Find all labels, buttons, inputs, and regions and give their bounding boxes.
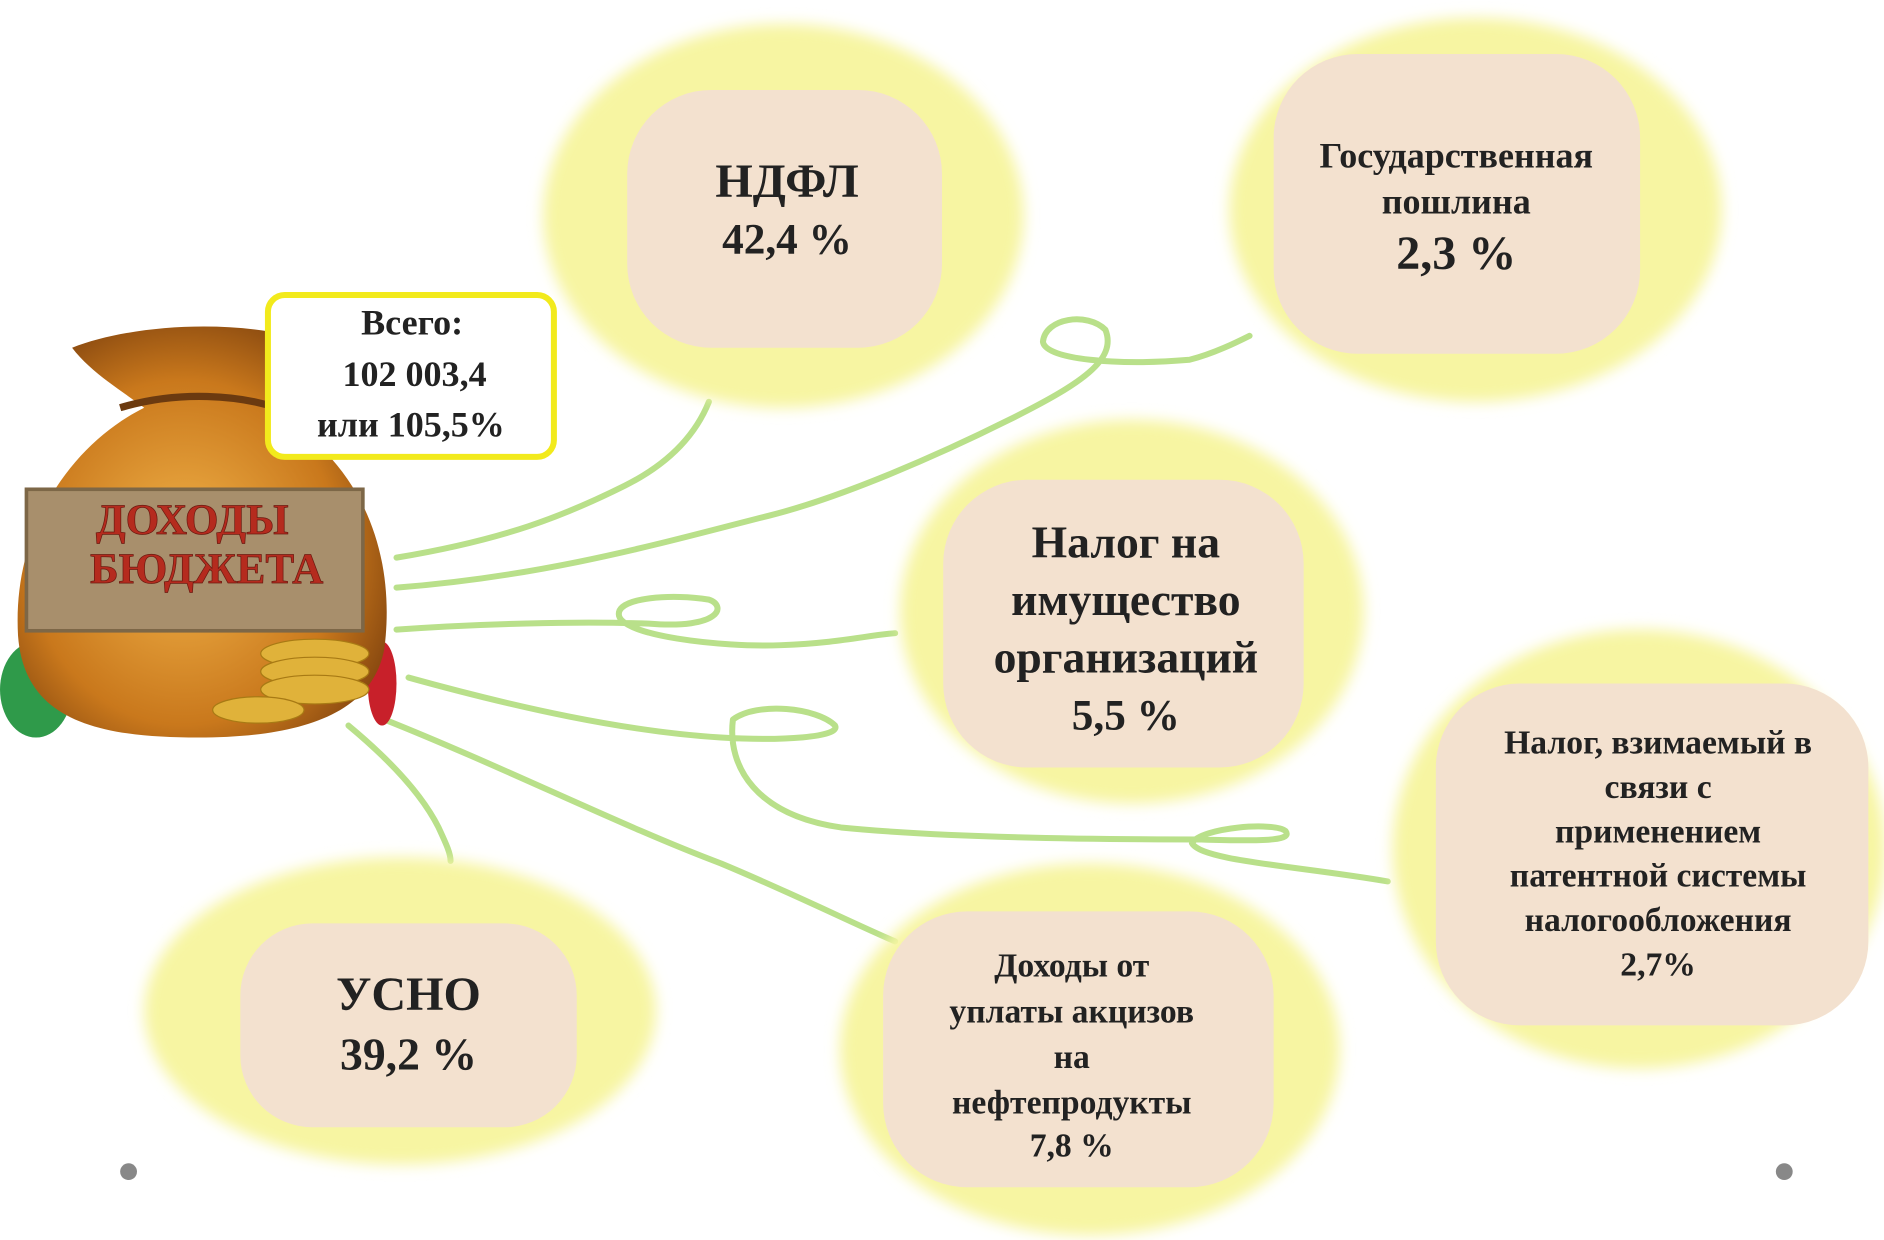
node-label: на [1054, 1039, 1090, 1076]
bubble-inner [240, 923, 576, 1127]
node-value: 7,8 % [1030, 1128, 1114, 1165]
node-label: Государственная [1319, 136, 1593, 176]
node-label: пошлина [1382, 181, 1531, 221]
node-label: патентной системы [1510, 858, 1807, 895]
bag-label: БЮДЖЕТА [90, 545, 323, 593]
node-value: 42,4 % [722, 215, 852, 263]
bag-label: ДОХОДЫ [96, 496, 289, 544]
node-value: 39,2 % [340, 1028, 477, 1079]
node-label: Налог, взимаемый в [1504, 725, 1812, 762]
node-label: НДФЛ [715, 155, 858, 208]
node-label: имущество [1011, 574, 1240, 625]
total-line: Всего: [361, 302, 463, 342]
total-line: 102 003,4 [342, 354, 486, 394]
node-label: нефтепродукты [952, 1084, 1191, 1121]
node-label: Доходы от [994, 948, 1150, 985]
slide-dot [1776, 1163, 1793, 1180]
node-value: 5,5 % [1072, 691, 1180, 739]
connector [348, 726, 450, 862]
node-label: организаций [994, 631, 1258, 682]
node-label: УСНО [336, 968, 481, 1021]
node-value: 2,3 % [1396, 227, 1516, 280]
slide-dot [120, 1163, 137, 1180]
node-label: уплаты акцизов [949, 993, 1194, 1030]
node-label: применением [1555, 813, 1761, 850]
node-value: 2,7% [1620, 947, 1696, 984]
node-label: налогообложения [1525, 902, 1792, 939]
node-label: связи с [1605, 769, 1712, 806]
node-label: Налог на [1032, 516, 1221, 567]
total-line: или 105,5% [317, 404, 505, 444]
total-box: Всего: 102 003,4 или 105,5% [268, 295, 554, 457]
diagram: ДОХОДЫ БЮДЖЕТА Всего: 102 003,4 или 105,… [0, 0, 1884, 1240]
connector [397, 597, 896, 646]
